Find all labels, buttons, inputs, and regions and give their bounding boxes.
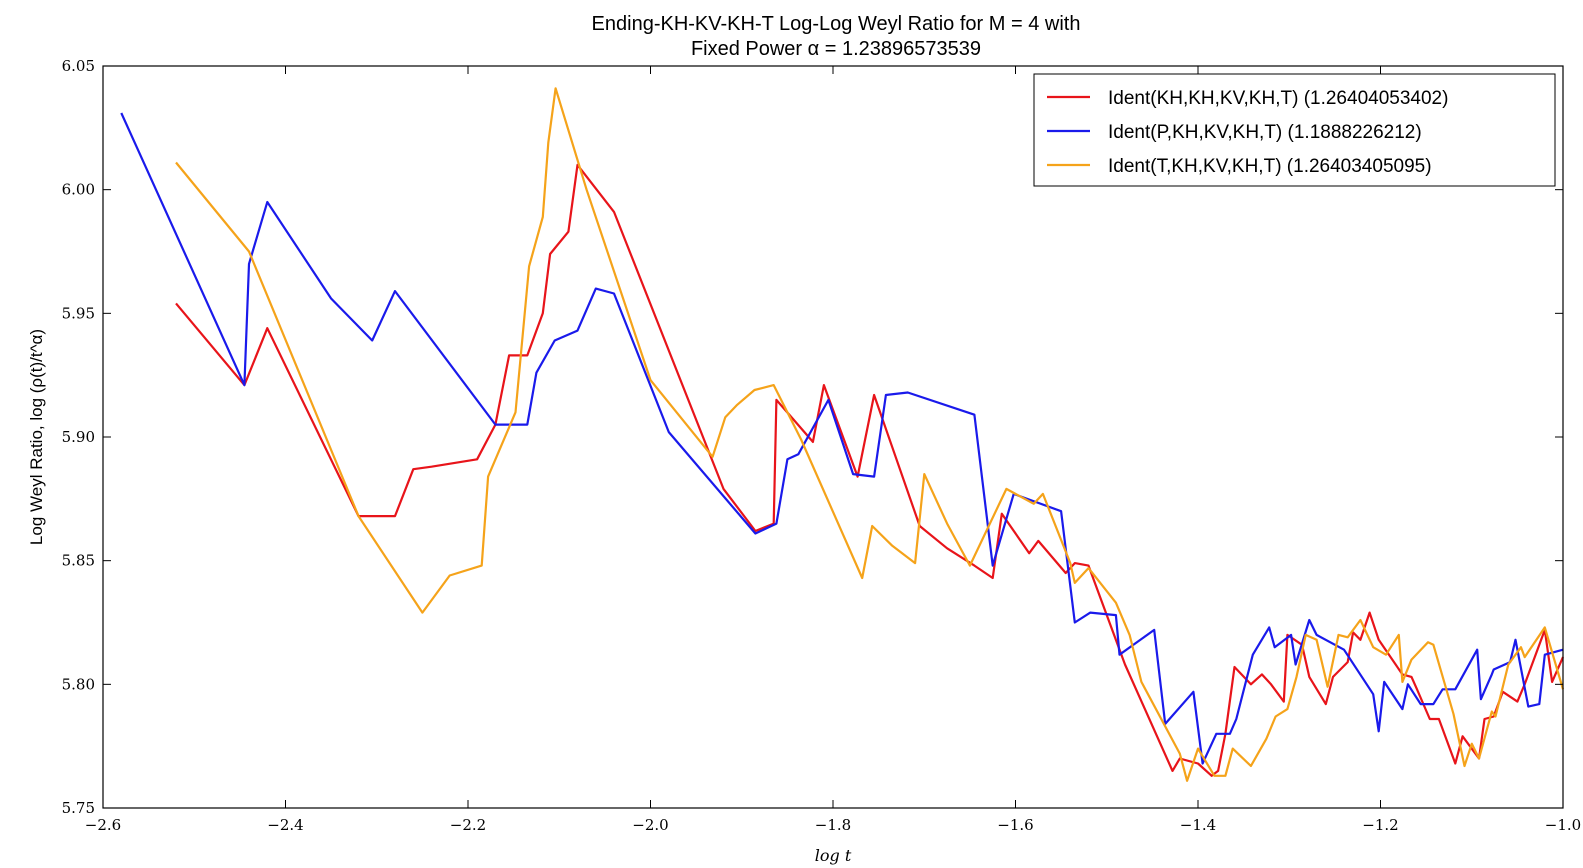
x-tick-label: −1.0 [1545, 816, 1581, 834]
x-tick-label: −2.4 [267, 816, 303, 834]
series-line-1 [175, 163, 1565, 777]
x-tick-label: −2.6 [85, 816, 121, 834]
y-axis-label: Log Weyl Ratio, log (ρ(t)/t^α) [27, 329, 46, 545]
series-line-3 [175, 87, 1565, 782]
x-tick-label: −1.2 [1362, 816, 1398, 834]
x-tick-label: −1.4 [1180, 816, 1216, 834]
x-tick-label: −2.2 [450, 816, 486, 834]
legend-label-3: Ident(T,KH,KV,KH,T) (1.26403405095) [1108, 156, 1432, 177]
legend-label-2: Ident(P,KH,KV,KH,T) (1.1888226212) [1108, 122, 1422, 143]
axes-ticks: −2.6 −2.4 −2.2 −2.0 −1.8 −1.6 −1.4 −1.2 −1.0 5.75… [62, 57, 1582, 834]
chart-subtitle: Fixed Power α = 1.23896573539 [691, 38, 981, 60]
title-block: Ending-KH-KV-KH-T Log-Log Weyl Ratio for… [592, 13, 1081, 60]
legend: Ident(KH,KH,KV,KH,T) (1.26404053402) Iden… [1033, 73, 1556, 187]
plot-area [120, 87, 1565, 782]
x-tick-label: −2.0 [632, 816, 668, 834]
legend-label-1: Ident(KH,KH,KV,KH,T) (1.26404053402) [1108, 88, 1448, 109]
legend-box [1033, 73, 1556, 187]
y-tick-label: 6.05 [62, 57, 95, 75]
y-tick-label: 5.95 [62, 304, 95, 322]
y-tick-label: 6.00 [62, 181, 95, 199]
y-tick-label: 5.75 [62, 799, 95, 817]
x-tick-label: −1.8 [815, 816, 851, 834]
y-tick-label: 5.90 [62, 428, 95, 446]
y-tick-label: 5.85 [62, 552, 95, 570]
x-axis-label: log t [815, 846, 852, 865]
chart-title: Ending-KH-KV-KH-T Log-Log Weyl Ratio for… [592, 13, 1081, 35]
series-line-2 [120, 112, 1564, 765]
x-tick-label: −1.6 [997, 816, 1033, 834]
y-tick-label: 5.80 [62, 675, 95, 693]
